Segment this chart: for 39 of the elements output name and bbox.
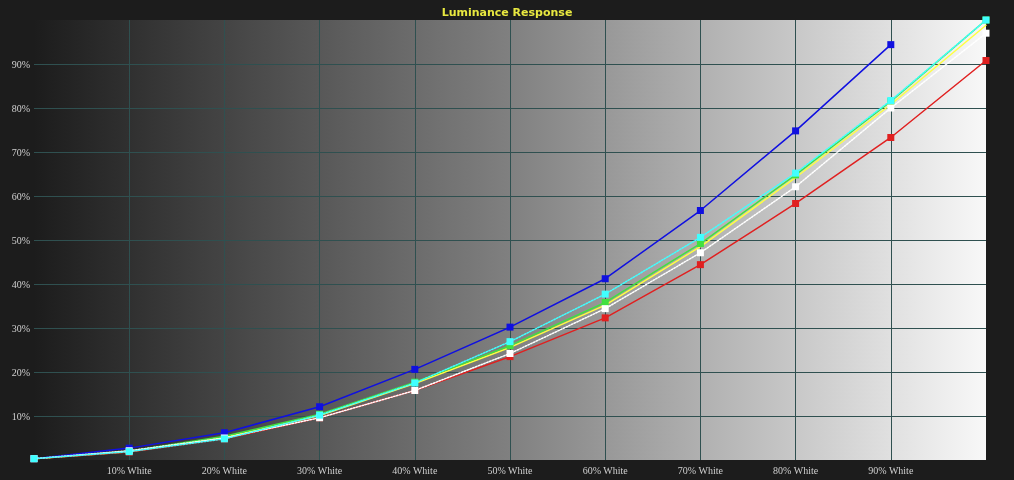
x-tick-label: 70% White (677, 464, 724, 476)
y-tick-label: 50% (11, 234, 30, 246)
point (792, 127, 800, 135)
y-tick-label: 60% (11, 190, 30, 202)
y-tick-label: 90% (11, 58, 30, 70)
x-tick-label: 60% White (582, 464, 629, 476)
point (696, 261, 704, 269)
point (601, 314, 609, 322)
point (792, 199, 800, 207)
point (696, 207, 704, 215)
point (887, 41, 895, 49)
chart-title: Luminance Response (441, 6, 573, 19)
point (601, 290, 609, 298)
x-tick-label: 80% White (773, 464, 819, 476)
y-tick-label: 80% (11, 102, 30, 114)
point (696, 249, 704, 257)
x-tick-label: 50% White (487, 464, 534, 476)
point (982, 56, 990, 64)
y-tick-label: 10% (11, 410, 30, 422)
y-tick-label: 40% (11, 278, 30, 290)
point (316, 403, 324, 411)
point (601, 275, 609, 283)
point (506, 323, 514, 331)
point (696, 233, 704, 241)
x-tick-label: 40% White (392, 464, 438, 476)
y-tick-label: 20% (11, 366, 30, 378)
point (411, 365, 419, 373)
y-tick-label: 70% (11, 146, 30, 158)
point (887, 133, 895, 141)
point (982, 29, 990, 37)
x-tick-label: 30% White (297, 464, 343, 476)
point (506, 338, 514, 346)
y-tick-label: 30% (11, 322, 30, 334)
point (887, 104, 895, 112)
x-tick-label: 20% White (201, 464, 248, 476)
point (792, 183, 800, 191)
x-tick-label: 10% White (106, 464, 153, 476)
x-tick-label: 90% White (868, 464, 914, 476)
point (601, 305, 609, 313)
